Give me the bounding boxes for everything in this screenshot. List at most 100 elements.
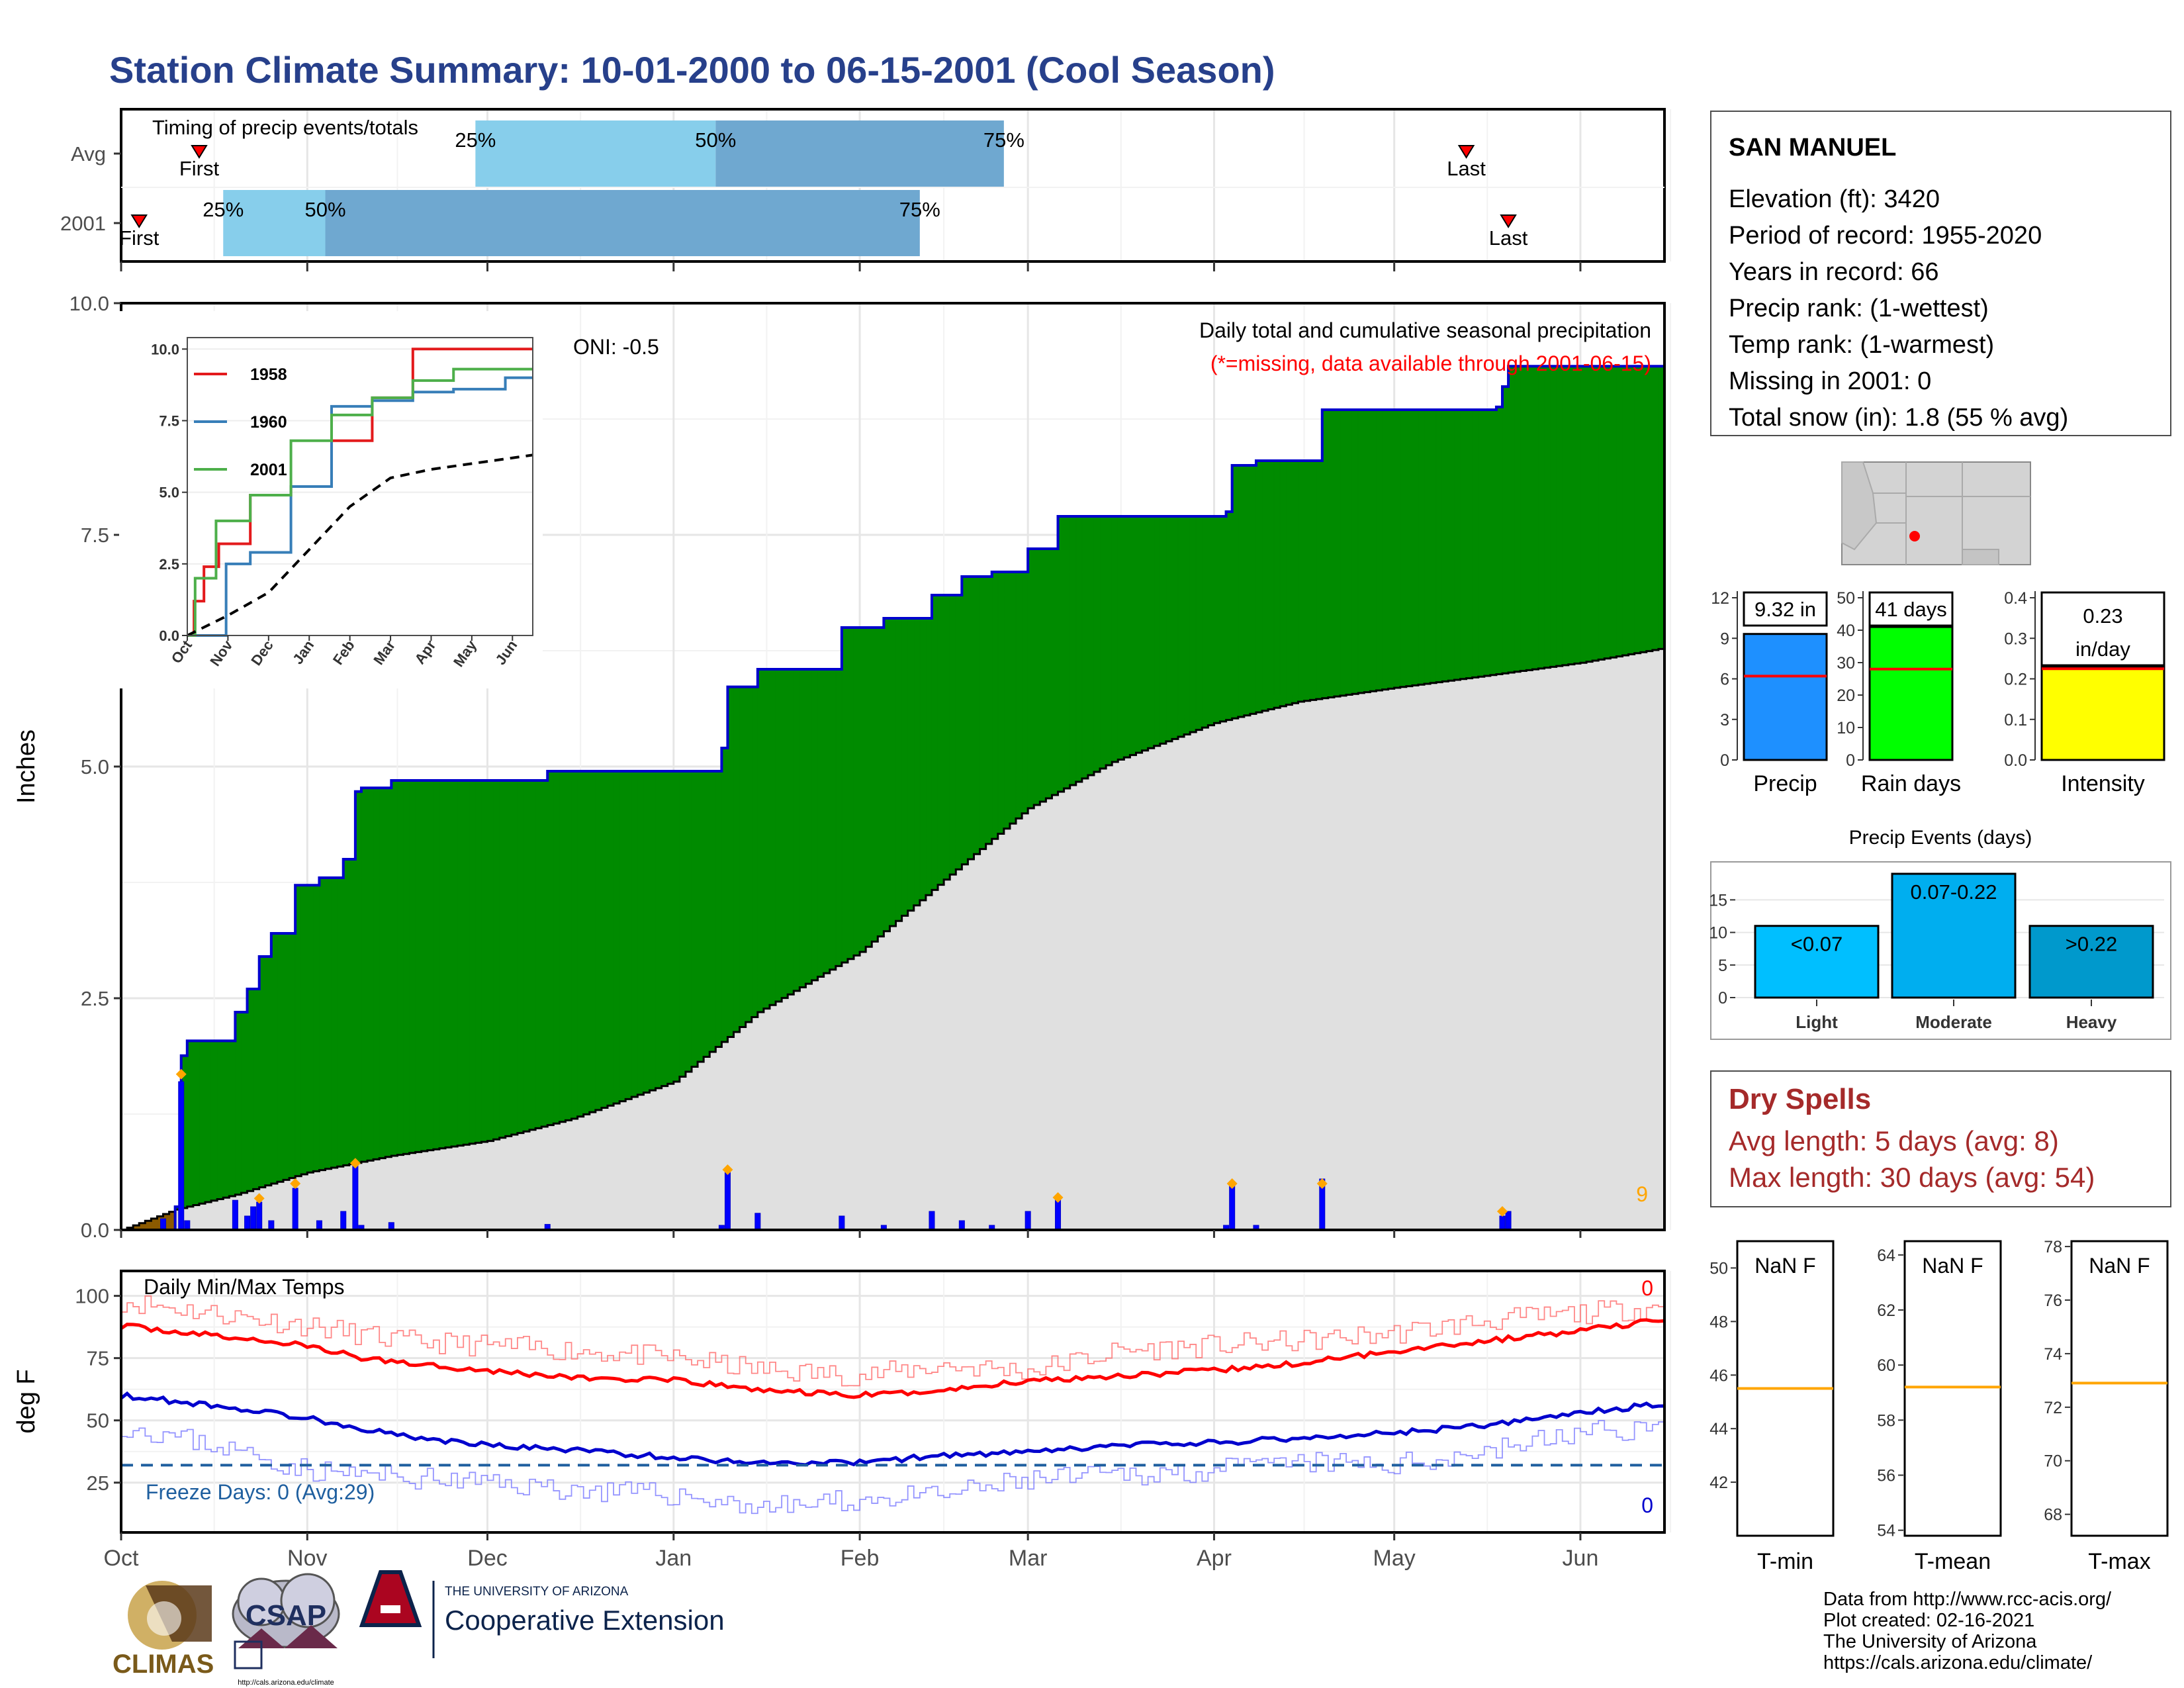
- daily-precip-bar: [839, 1215, 845, 1231]
- climas-logo-text: CLIMAS: [113, 1650, 214, 1679]
- summary-category-label-2: Intensity: [2061, 771, 2145, 796]
- timing-2001-label-50: 50%: [304, 198, 345, 221]
- temp-plot-background: [121, 1271, 1664, 1532]
- daily-precip-bar: [1505, 1211, 1512, 1231]
- precip-events-x-ticks: Light Moderate Heavy: [1796, 1000, 2117, 1032]
- daily-precip-bar: [268, 1220, 275, 1231]
- daily-min-temp-line: [121, 1420, 1665, 1515]
- daily-precip-bar: [724, 1172, 731, 1231]
- timing-2001-last-label: Last: [1489, 226, 1528, 250]
- summary-y-tick-label-1: 10: [1837, 719, 1855, 737]
- temp-y-tick-label: 75: [87, 1347, 109, 1370]
- inset-lines: [187, 348, 533, 637]
- temp-summary-y-tick-label-0: 50: [1709, 1259, 1728, 1278]
- heavy-event-marker: [349, 1158, 361, 1169]
- events-bar-heavy: [2028, 925, 2154, 999]
- temp-summary-box-2: [2070, 1240, 2169, 1537]
- temp-lines: [120, 1295, 1665, 1515]
- timing-2001-first-label: First: [119, 226, 159, 250]
- events-bar-label-light: <0.07: [1791, 933, 1843, 956]
- temp-summary-y-tick-label-0: 42: [1709, 1474, 1728, 1492]
- temp-summary-value-0: NaN F: [1754, 1254, 1815, 1278]
- station-location-dot: [1909, 531, 1920, 541]
- daily-precip-bar: [160, 1218, 167, 1231]
- ua-logo-big-text: Cooperative Extension: [445, 1605, 725, 1636]
- csap-logo: CSAP http://cals.arizona.edu/climate: [232, 1573, 340, 1687]
- footer-line-plot-date: Plot created: 02-16-2021: [1823, 1610, 2034, 1631]
- temp-summary-y-tick-label-0: 46: [1709, 1366, 1728, 1385]
- precip-y-axis-title: Inches: [13, 729, 40, 804]
- inset-y-ticks: 0.0 2.5 5.0 7.5 10.0: [151, 341, 187, 644]
- dry-spells-avg: Avg length: 5 days (avg: 8): [1729, 1125, 2059, 1156]
- temp-max-count: 0: [1641, 1276, 1653, 1300]
- summary-y-tick-label-2: 0.4: [2004, 589, 2027, 608]
- precip-y-tick-label: 7.5: [81, 524, 109, 547]
- inset-line-2001: [187, 367, 533, 637]
- inset-legend-label-1958: 1958: [250, 365, 287, 384]
- temp-summary-y-tick-label-1: 54: [1877, 1522, 1895, 1540]
- daily-precip-bar: [352, 1164, 359, 1231]
- summary-y-tick-label-2: 0.0: [2004, 751, 2027, 770]
- daily-precip-bar: [340, 1211, 347, 1231]
- summary-y-tick-label-1: 40: [1837, 622, 1855, 640]
- heavy-event-marker: [253, 1193, 265, 1204]
- dry-spells-title: Dry Spells: [1729, 1083, 1871, 1115]
- avg-max-temp-line: [120, 1318, 1665, 1399]
- timing-avg-label-75: 75%: [983, 128, 1024, 152]
- summary-category-label-0: Precip: [1753, 771, 1817, 796]
- station-elevation: Elevation (ft): 3420: [1729, 185, 1940, 213]
- events-x-tick-label: Light: [1796, 1012, 1838, 1032]
- heavy-event-marker: [175, 1068, 187, 1080]
- timing-avg-bar-50-75: [715, 120, 1004, 187]
- summary-y-tick-label-0: 6: [1720, 671, 1729, 689]
- temp-x-tick-label: Jan: [655, 1546, 692, 1571]
- temp-summary-category-2: T-max: [2088, 1549, 2150, 1574]
- timing-2001-label-25: 25%: [203, 198, 244, 221]
- daily-precip-bar: [316, 1220, 322, 1231]
- inset-y-tick-label: 2.5: [159, 556, 179, 573]
- summary-y-tick-label-0: 12: [1711, 589, 1729, 608]
- temp-x-ticks: Oct Nov Dec Jan Feb Mar Apr May Jun: [104, 1532, 1598, 1571]
- footer-line-university: The University of Arizona: [1823, 1631, 2037, 1652]
- temp-summary-category-1: T-mean: [1915, 1549, 1991, 1574]
- station-missing: Missing in 2001: 0: [1729, 367, 1931, 395]
- temp-summary-y-tick-label-2: 70: [2044, 1452, 2062, 1471]
- timing-avg-label-25: 25%: [455, 128, 496, 152]
- temp-summary-bars: NaN F 42 44 46 48 50 T-min NaN F 54 56 58 60 62 64 T-m…: [1709, 1238, 2169, 1574]
- station-temp-rank: Temp rank: (1-warmest): [1729, 331, 1994, 359]
- precip-summary-bars: 9.32 in 0 3 6 9 12 Precip 41 days 0 10 20 30 40 50 Rai…: [1711, 589, 2165, 796]
- events-y-tick-label: 0: [1718, 989, 1727, 1008]
- temp-summary-y-tick-label-2: 68: [2044, 1506, 2062, 1524]
- daily-precip-bar: [292, 1188, 298, 1231]
- timing-row-label-2001: 2001: [60, 212, 106, 235]
- precip-chart-subtitle: (*=missing, data available through 2001-…: [1210, 352, 1651, 375]
- summary-value-box-1: [1868, 591, 1954, 627]
- summary-y-tick-label-2: 0.3: [2004, 630, 2027, 648]
- heavy-event-marker: [1226, 1178, 1238, 1189]
- station-name: SAN MANUEL: [1729, 134, 1896, 162]
- timing-avg-first-marker: [191, 145, 208, 159]
- daily-precip-bar: [184, 1220, 191, 1231]
- temp-summary-y-tick-label-0: 44: [1709, 1420, 1728, 1438]
- events-x-tick-label: Heavy: [2066, 1012, 2117, 1032]
- summary-value-label-0: 9.32 in: [1754, 598, 1816, 621]
- precip-y-tick-label: 0.0: [81, 1219, 109, 1242]
- timing-2001-bar-25-50: [223, 190, 326, 256]
- timing-row-label-avg: Avg: [71, 142, 106, 165]
- inset-y-tick-label: 0.0: [159, 628, 179, 644]
- events-x-tick-label: Moderate: [1915, 1012, 1992, 1032]
- precip-y-tick-label: 5.0: [81, 755, 109, 778]
- summary-y-tick-label-0: 0: [1720, 751, 1729, 770]
- temp-x-tick-label: Nov: [287, 1546, 327, 1571]
- timing-2001-last-marker: [1500, 214, 1517, 228]
- summary-y-tick-label-1: 30: [1837, 654, 1855, 673]
- temp-summary-y-tick-label-1: 58: [1877, 1411, 1895, 1430]
- temp-summary-y-tick-label-2: 78: [2044, 1238, 2062, 1256]
- timing-panel: 25% 50% 75% First Last 25% 50% 75% First Last Tim…: [60, 108, 1672, 271]
- daily-precip-bar: [178, 1081, 185, 1231]
- temp-x-tick-label: Oct: [104, 1546, 139, 1571]
- inset-background: [119, 311, 543, 688]
- footer-credits: Data from http://www.rcc-acis.org/ Plot …: [1823, 1589, 2112, 1673]
- temp-summary-box-1: [1903, 1240, 2002, 1537]
